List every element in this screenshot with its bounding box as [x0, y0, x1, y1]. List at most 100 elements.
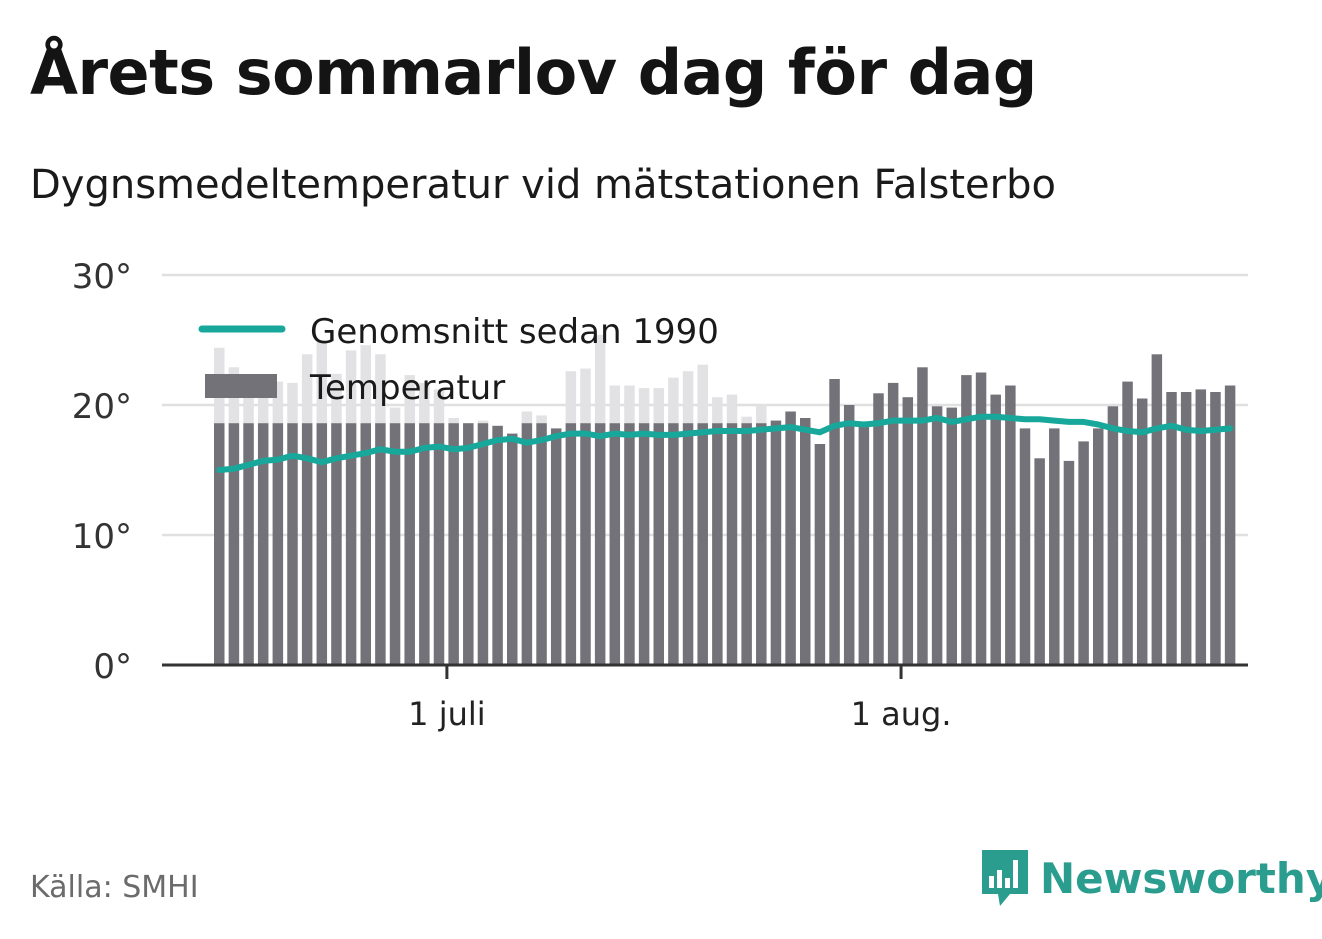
temperature-bar [961, 375, 972, 665]
temperature-bar-faded [726, 394, 738, 424]
temperature-bar [800, 418, 811, 665]
temperature-bar [565, 423, 577, 665]
legend-temperature-swatch [205, 374, 277, 398]
y-tick-label: 20° [72, 387, 132, 427]
temperature-bar-faded [653, 388, 664, 424]
temperature-bar [1107, 406, 1119, 665]
temperature-bar [756, 423, 767, 665]
temperature-bar [975, 372, 987, 665]
y-tick-label: 30° [72, 257, 132, 297]
temperature-bar [1166, 392, 1177, 665]
legend-average-label: Genomsnitt sedan 1990 [310, 312, 719, 352]
temperature-bar [316, 423, 328, 665]
x-tick-label: 1 aug. [851, 695, 952, 733]
temperature-bar-faded [375, 354, 386, 424]
temperature-bar [741, 423, 752, 665]
newsworthy-brand-text: Newsworthy [1040, 853, 1322, 903]
temperature-bar [389, 423, 401, 665]
temperature-bar [507, 433, 518, 665]
temperature-bar-faded [331, 373, 342, 424]
temperature-bar [1210, 392, 1221, 665]
y-tick-label: 10° [72, 517, 132, 557]
temperature-bar [770, 420, 782, 665]
average-line [216, 413, 1234, 473]
temperature-bar-faded [609, 385, 621, 424]
temperature-bar [1224, 385, 1236, 665]
temperature-bar [785, 411, 796, 665]
temperature-bar [287, 423, 298, 665]
temperature-bar [550, 428, 562, 665]
temperature-bar-faded [712, 397, 723, 424]
temperature-bar [946, 407, 957, 665]
temperature-bar [1005, 385, 1016, 665]
temperature-bar-faded [404, 375, 415, 424]
temperature-bar-faded [448, 418, 459, 424]
temperature-bar [580, 423, 591, 665]
temperature-bar [375, 423, 386, 665]
temperature-bar [331, 423, 342, 665]
temperature-bar [1019, 428, 1031, 665]
temperature-bar-faded [756, 405, 767, 424]
temperature-bar [858, 425, 870, 665]
temperature-bar [638, 423, 650, 665]
temperature-bar [873, 393, 884, 665]
temperature-bar-faded [624, 385, 635, 424]
temperature-bar [843, 405, 855, 665]
temperature-bar [624, 423, 635, 665]
temperature-bar [594, 423, 606, 665]
temperature-bar [477, 423, 489, 665]
temperature-bar [272, 423, 284, 665]
newsworthy-logo-icon [982, 850, 1028, 906]
newsworthy-logo: Newsworthy [980, 848, 1322, 908]
temperature-bar [1063, 460, 1075, 665]
x-tick-label: 1 juli [408, 695, 485, 733]
temperature-bar [1180, 392, 1192, 665]
chart-title: Årets sommarlov dag för dag [30, 36, 1037, 109]
temperature-bar-faded [697, 364, 708, 424]
temperature-bar [521, 423, 533, 665]
temperature-bar [990, 394, 1001, 665]
temperature-bar [668, 423, 679, 665]
temperature-bar [1136, 398, 1148, 665]
temperature-bar [931, 406, 943, 665]
temperature-bar-faded [521, 411, 533, 424]
temperature-bar [726, 423, 738, 665]
legend-temperature-label: Temperatur [309, 368, 505, 408]
temperature-bar [463, 423, 474, 665]
temperature-bar [301, 423, 313, 665]
chart-subtitle: Dygnsmedeltemperatur vid mätstationen Fa… [30, 162, 1056, 208]
y-tick-label: 0° [93, 647, 132, 687]
temperature-bar-faded [287, 382, 298, 424]
temperature-bar [257, 423, 269, 665]
temperature-bar [492, 425, 503, 665]
temperature-bar-faded [668, 377, 679, 424]
temperature-bar [404, 423, 415, 665]
temperature-bar-faded [257, 395, 269, 424]
temperature-bar-faded [638, 388, 650, 424]
temperature-bar-faded [536, 415, 547, 424]
temperature-bar [829, 379, 840, 665]
temperature-chart: 0° 10° 20° 30° 1 juli 1 aug. Genomsnitt sedan … [72, 257, 1248, 733]
temperature-bar-faded [301, 354, 313, 424]
temperature-bar [448, 423, 459, 665]
temperature-bar-faded [272, 381, 284, 424]
temperature-bar [228, 423, 240, 665]
temperature-bar [1151, 354, 1163, 665]
source-note: Källa: SMHI [30, 870, 199, 905]
temperature-bar [1034, 458, 1045, 665]
temperature-bar-faded [243, 385, 254, 424]
temperature-bar-faded [682, 371, 694, 424]
temperature-bar-faded [360, 345, 371, 424]
temperature-bar [214, 423, 225, 665]
temperature-bar-faded [594, 334, 606, 424]
temperature-bar [697, 423, 708, 665]
temperature-bar [1093, 428, 1104, 665]
temperature-bar [419, 423, 430, 665]
temperature-bar [902, 397, 914, 665]
temperature-bar [1049, 428, 1060, 665]
temperature-bar [653, 423, 664, 665]
temperature-bar [917, 367, 928, 665]
temperature-bar-faded [345, 350, 357, 424]
temperature-bar [345, 423, 357, 665]
temperature-bar-faded [565, 371, 577, 424]
